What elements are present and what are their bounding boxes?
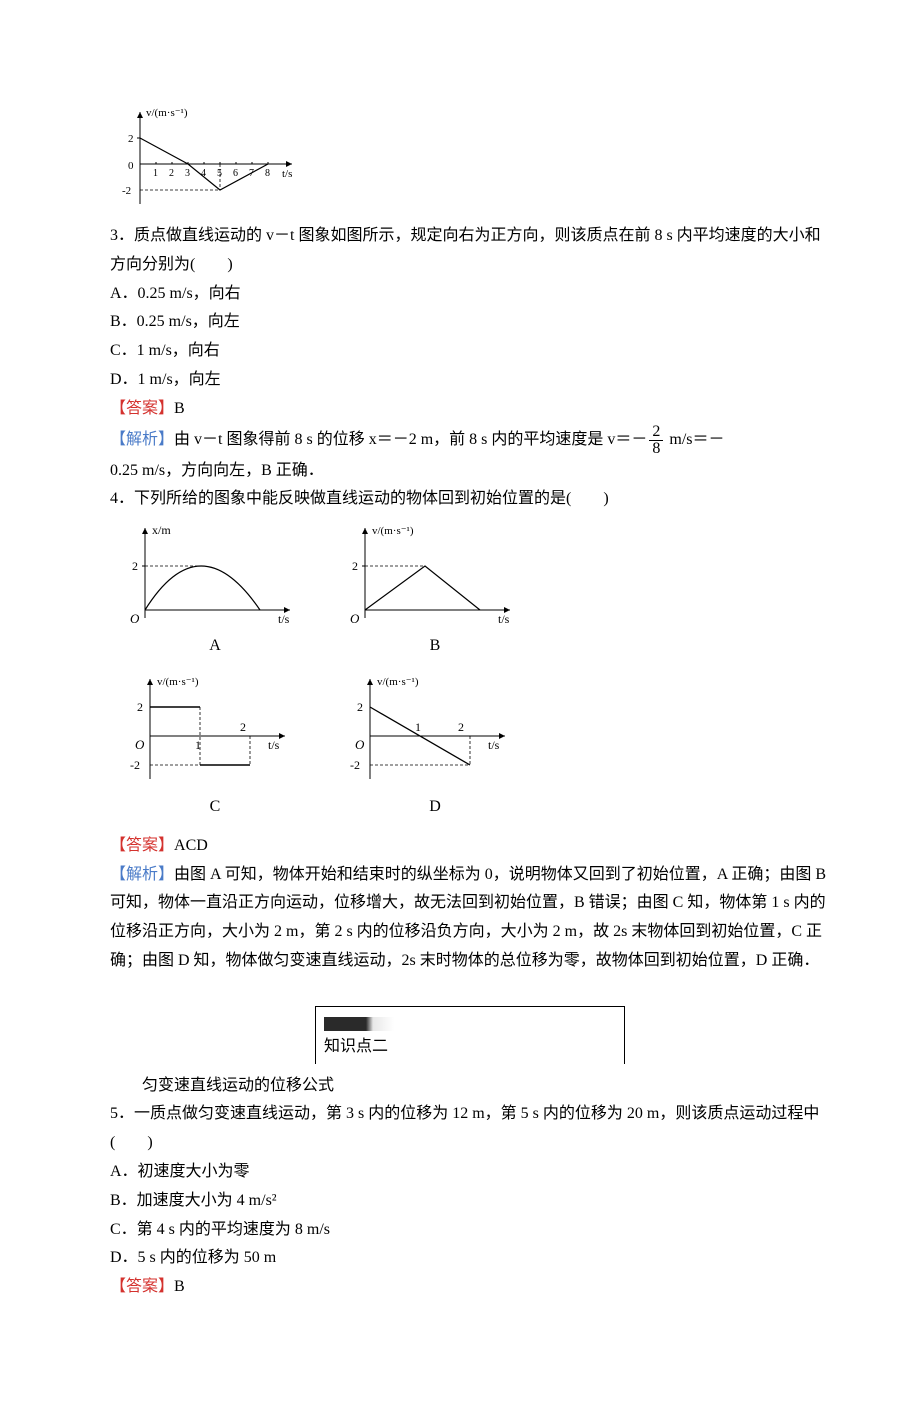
section-box-label: 知识点二 bbox=[324, 1033, 616, 1062]
chart-c-label: C bbox=[110, 793, 320, 822]
svg-text:3: 3 bbox=[185, 168, 190, 179]
q5-option-b: B．加速度大小为 4 m/s² bbox=[110, 1187, 830, 1216]
svg-text:O: O bbox=[350, 611, 360, 626]
svg-text:2: 2 bbox=[352, 559, 358, 573]
svg-text:v/(m·s⁻¹): v/(m·s⁻¹) bbox=[372, 525, 414, 537]
svg-text:1: 1 bbox=[415, 720, 421, 734]
q3-option-c: C．1 m/s，向右 bbox=[110, 337, 830, 366]
chart-d-label: D bbox=[330, 793, 540, 822]
svg-text:2: 2 bbox=[132, 559, 138, 573]
frac-den: 8 bbox=[649, 441, 663, 457]
q4-answer: ACD bbox=[174, 837, 208, 854]
gradient-bar bbox=[324, 1017, 394, 1031]
q3-ylabel: v/(m·s⁻¹) bbox=[146, 107, 188, 119]
svg-text:t/s: t/s bbox=[498, 612, 510, 626]
svg-text:1: 1 bbox=[153, 168, 158, 179]
svg-text:v/(m·s⁻¹): v/(m·s⁻¹) bbox=[377, 676, 419, 688]
analysis-label: 【解析】 bbox=[110, 866, 174, 883]
q3-answer-line: 【答案】B bbox=[110, 395, 830, 424]
q5-answer-line: 【答案】B bbox=[110, 1273, 830, 1302]
q5-option-d: D．5 s 内的位移为 50 m bbox=[110, 1244, 830, 1273]
q3-xlabel: t/s bbox=[282, 168, 292, 180]
q3-chart: v/(m·s⁻¹) t/s 2 0 -2 123 456 78 bbox=[110, 104, 830, 214]
q4-analysis-text: 由图 A 可知，物体开始和结束时的纵坐标为 0，说明物体又回到了初始位置，A 正… bbox=[110, 866, 826, 969]
q4-chart-c: v/(m·s⁻¹) t/s O 2 -2 1 2 C bbox=[110, 671, 320, 822]
frac-num: 2 bbox=[649, 424, 663, 441]
section-box-inner: 知识点二 bbox=[315, 1006, 625, 1064]
q3-option-d: D．1 m/s，向左 bbox=[110, 366, 830, 395]
svg-text:2: 2 bbox=[357, 700, 363, 714]
q5-option-c: C．第 4 s 内的平均速度为 8 m/s bbox=[110, 1216, 830, 1245]
q4-chart-d: v/(m·s⁻¹) t/s O 2 -2 1 2 D bbox=[330, 671, 540, 822]
q4-analysis: 【解析】由图 A 可知，物体开始和结束时的纵坐标为 0，说明物体又回到了初始位置… bbox=[110, 861, 830, 976]
q5-option-a: A．初速度大小为零 bbox=[110, 1158, 830, 1187]
svg-text:O: O bbox=[130, 611, 140, 626]
q4-chart-b: v/(m·s⁻¹) t/s O 2 B bbox=[330, 520, 540, 661]
section-box: 知识点二 bbox=[315, 1006, 625, 1064]
q3-vt-graph: v/(m·s⁻¹) t/s 2 0 -2 123 456 78 bbox=[110, 104, 300, 214]
svg-text:2: 2 bbox=[137, 700, 143, 714]
svg-text:x/m: x/m bbox=[152, 523, 171, 537]
q3-option-a: A．0.25 m/s，向右 bbox=[110, 280, 830, 309]
svg-text:O: O bbox=[135, 737, 145, 752]
svg-text:t/s: t/s bbox=[268, 738, 280, 752]
svg-text:t/s: t/s bbox=[278, 612, 290, 626]
svg-text:2: 2 bbox=[128, 133, 134, 145]
answer-label: 【答案】 bbox=[110, 837, 174, 854]
svg-text:0: 0 bbox=[128, 160, 134, 172]
svg-text:6: 6 bbox=[233, 168, 238, 179]
analysis-label: 【解析】 bbox=[110, 431, 174, 448]
q4-stem: 4．下列所给的图象中能反映做直线运动的物体回到初始位置的是( ) bbox=[110, 485, 830, 514]
fraction: 28 bbox=[649, 424, 663, 457]
svg-text:v/(m·s⁻¹): v/(m·s⁻¹) bbox=[157, 676, 199, 688]
svg-text:2: 2 bbox=[169, 168, 174, 179]
q4-chart-a: x/m t/s O 2 A bbox=[110, 520, 320, 661]
q3-answer: B bbox=[174, 400, 185, 417]
svg-text:-2: -2 bbox=[122, 185, 131, 197]
svg-text:5: 5 bbox=[217, 168, 222, 179]
svg-text:O: O bbox=[355, 737, 365, 752]
svg-text:t/s: t/s bbox=[488, 738, 500, 752]
q5-answer: B bbox=[174, 1278, 185, 1295]
svg-text:8: 8 bbox=[265, 168, 270, 179]
svg-text:-2: -2 bbox=[350, 758, 360, 772]
section2-subtitle: 匀变速直线运动的位移公式 bbox=[110, 1072, 830, 1101]
q3-analysis-line1: 【解析】由 v－t 图象得前 8 s 的位移 x＝－2 m，前 8 s 内的平均… bbox=[110, 424, 830, 457]
chart-a-label: A bbox=[110, 632, 320, 661]
svg-text:2: 2 bbox=[458, 720, 464, 734]
q5-stem: 5．一质点做匀变速直线运动，第 3 s 内的位移为 12 m，第 5 s 内的位… bbox=[110, 1100, 830, 1158]
q3-option-b: B．0.25 m/s，向左 bbox=[110, 308, 830, 337]
chart-b-label: B bbox=[330, 632, 540, 661]
answer-label: 【答案】 bbox=[110, 400, 174, 417]
q4-charts-grid: x/m t/s O 2 A v/(m·s⁻¹) t/s O 2 B bbox=[110, 520, 830, 822]
answer-label: 【答案】 bbox=[110, 1278, 174, 1295]
q4-answer-line: 【答案】ACD bbox=[110, 832, 830, 861]
q3-analysis-line2: 0.25 m/s，方向向左，B 正确． bbox=[110, 457, 830, 486]
q3-stem: 3．质点做直线运动的 v－t 图象如图所示，规定向右为正方向，则该质点在前 8 … bbox=[110, 222, 830, 280]
svg-text:2: 2 bbox=[240, 720, 246, 734]
q3-analysis-pre: 由 v－t 图象得前 8 s 的位移 x＝－2 m，前 8 s 内的平均速度是 … bbox=[174, 431, 647, 448]
q3-analysis-mid: m/s＝－ bbox=[665, 431, 724, 448]
svg-text:-2: -2 bbox=[130, 758, 140, 772]
